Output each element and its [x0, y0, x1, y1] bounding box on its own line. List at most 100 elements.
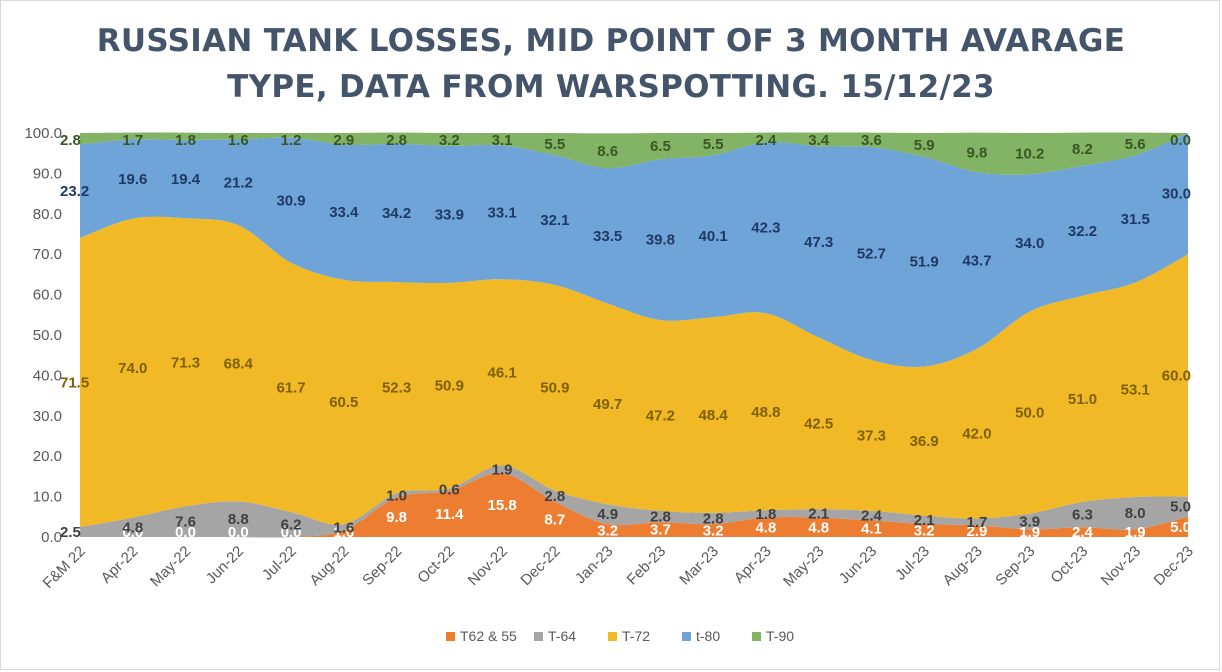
legend-swatch-t-64	[534, 632, 543, 641]
data-label-t-80: 21.2	[224, 174, 253, 191]
y-tick-label: 0.0	[41, 529, 62, 546]
data-label-t-80: 33.1	[487, 204, 516, 221]
x-tick-label: Sep-22	[359, 543, 405, 589]
area-series-group	[80, 132, 1188, 538]
data-label-t-64: 6.3	[1072, 507, 1093, 524]
x-tick-label: Jun-23	[836, 543, 880, 587]
data-label-t-90: 1.8	[175, 132, 196, 149]
x-tick-label: Sep-23	[992, 543, 1038, 589]
legend-label-t-72: T-72	[622, 628, 650, 644]
data-label-t-72: 60.0	[1162, 367, 1191, 384]
data-label-t62-55: 9.8	[386, 509, 407, 526]
data-label-t-64: 4.9	[597, 506, 618, 523]
area-t-90	[80, 132, 1188, 175]
chart-title-line-1: RUSSIAN TANK LOSSES, MID POINT OF 3 MONT…	[96, 23, 1126, 59]
data-label-t-90: 5.6	[1125, 136, 1146, 153]
y-tick-label: 90.0	[33, 165, 62, 182]
data-label-t-64: 4.8	[122, 519, 143, 536]
data-label-t-72: 47.2	[646, 407, 675, 424]
data-label-t-72: 52.3	[382, 380, 411, 397]
data-label-t-64: 8.8	[228, 511, 249, 528]
legend-label-t-90: T-90	[766, 628, 794, 644]
x-tick-label: May-22	[147, 543, 194, 590]
legend-swatch-t-72	[608, 632, 617, 641]
data-label-t-90: 3.1	[492, 132, 513, 149]
data-label-t-80: 42.3	[751, 220, 780, 237]
data-label-t-90: 3.2	[439, 132, 460, 149]
data-label-t-64: 5.0	[1170, 499, 1191, 516]
x-tick-label: Jul-23	[892, 543, 933, 584]
data-label-t-90: 5.5	[544, 136, 565, 153]
data-label-t-80: 43.7	[962, 252, 991, 269]
data-label-t62-55: 0.0	[228, 524, 249, 541]
data-label-t-90: 1.7	[122, 132, 143, 149]
legend-label-t-64: T-64	[548, 628, 576, 644]
area-t-72	[80, 216, 1188, 527]
legend: T62 & 55 T-64 T-72 t-80 T-90	[446, 628, 794, 644]
data-label-t-72: 71.5	[60, 374, 89, 391]
data-label-t-64: 2.8	[703, 510, 724, 527]
data-label-t62-55: 1.6	[333, 524, 354, 541]
data-label-t-72: 49.7	[593, 396, 622, 413]
data-label-t62-55: 4.1	[861, 521, 882, 538]
data-label-t-90: 5.5	[703, 136, 724, 153]
data-label-t-64: 1.8	[755, 506, 776, 523]
data-label-t-90: 8.6	[597, 143, 618, 160]
x-tick-label: Aug-22	[306, 543, 352, 589]
data-label-t62-55: 4.8	[808, 519, 829, 536]
data-label-t-64: 1.0	[386, 487, 407, 504]
data-label-t-90: 0.0	[1170, 132, 1191, 149]
x-tick-label: Jul-22	[259, 543, 300, 584]
chart-title-line-2: TYPE, DATA FROM WARSPOTTING. 15/12/23	[227, 69, 995, 105]
data-label-t-80: 52.7	[857, 246, 886, 263]
data-label-t-72: 51.0	[1068, 391, 1097, 408]
x-tick-label: May-23	[780, 543, 827, 590]
data-label-t-64: 2.8	[544, 488, 565, 505]
data-label-t62-55: 0.0	[175, 524, 196, 541]
x-tick-label: Aug-23	[940, 543, 986, 589]
y-tick-label: 80.0	[33, 206, 62, 223]
data-label-t-90: 9.8	[967, 144, 988, 161]
data-label-t-64: 2.1	[914, 512, 935, 529]
x-tick-label: Oct-23	[1047, 543, 1091, 587]
area-t-80	[80, 133, 1188, 368]
data-label-t-90: 2.8	[60, 132, 81, 149]
data-label-t62-55: 1.9	[1125, 524, 1146, 541]
data-label-t-72: 68.4	[224, 355, 254, 372]
y-tick-label: 100.0	[24, 125, 62, 142]
data-label-t-72: 71.3	[171, 354, 200, 371]
data-label-t-90: 1.6	[228, 132, 249, 149]
data-label-t-90: 6.5	[650, 138, 671, 155]
x-tick-label: Oct-22	[414, 543, 458, 587]
data-label-t-64: 3.9	[1019, 513, 1040, 530]
data-label-t62-55: 3.2	[914, 523, 935, 540]
data-label-t-64: 2.5	[60, 524, 81, 541]
data-label-t62-55: 11.4	[435, 506, 464, 523]
data-label-t62-55: 3.7	[650, 522, 671, 539]
y-tick-label: 50.0	[33, 327, 62, 344]
data-label-t-90: 8.2	[1072, 141, 1093, 158]
data-label-t-80: 47.3	[804, 234, 833, 251]
data-label-t-64: 6.2	[281, 516, 302, 533]
data-label-t-72: 42.0	[962, 426, 991, 443]
data-label-t-90: 1.2	[281, 132, 302, 149]
x-axis: F&M 22 Apr-22 May-22 Jun-22 Jul-22 Aug-22 Sep-…	[40, 543, 1197, 592]
data-label-t-80: 23.2	[60, 183, 89, 200]
x-tick-label: Dec-22	[517, 543, 563, 589]
data-label-t-80: 30.0	[1162, 186, 1191, 203]
legend-swatch-t-90	[752, 632, 761, 641]
data-label-t-72: 61.7	[276, 379, 305, 396]
data-label-t-64: 0.6	[439, 482, 460, 499]
data-label-t62-55: 0.0	[281, 524, 302, 541]
data-label-t-64: 1.6	[333, 519, 354, 536]
data-labels: 0.0 0.0 0.0 0.0 0.0 1.6 9.8 11.4 15.8 8.7 3.2 3.7 3.…	[60, 132, 1191, 541]
area-t62-55	[80, 473, 1188, 538]
data-label-t-64: 2.4	[861, 508, 883, 525]
data-label-t62-55: 0.0	[60, 524, 81, 541]
data-label-t62-55: 3.2	[597, 523, 618, 540]
data-label-t-72: 48.4	[699, 407, 729, 424]
data-label-t-80: 40.1	[699, 228, 728, 245]
x-tick-label: Nov-22	[465, 543, 511, 589]
data-label-t-72: 53.1	[1121, 382, 1150, 399]
